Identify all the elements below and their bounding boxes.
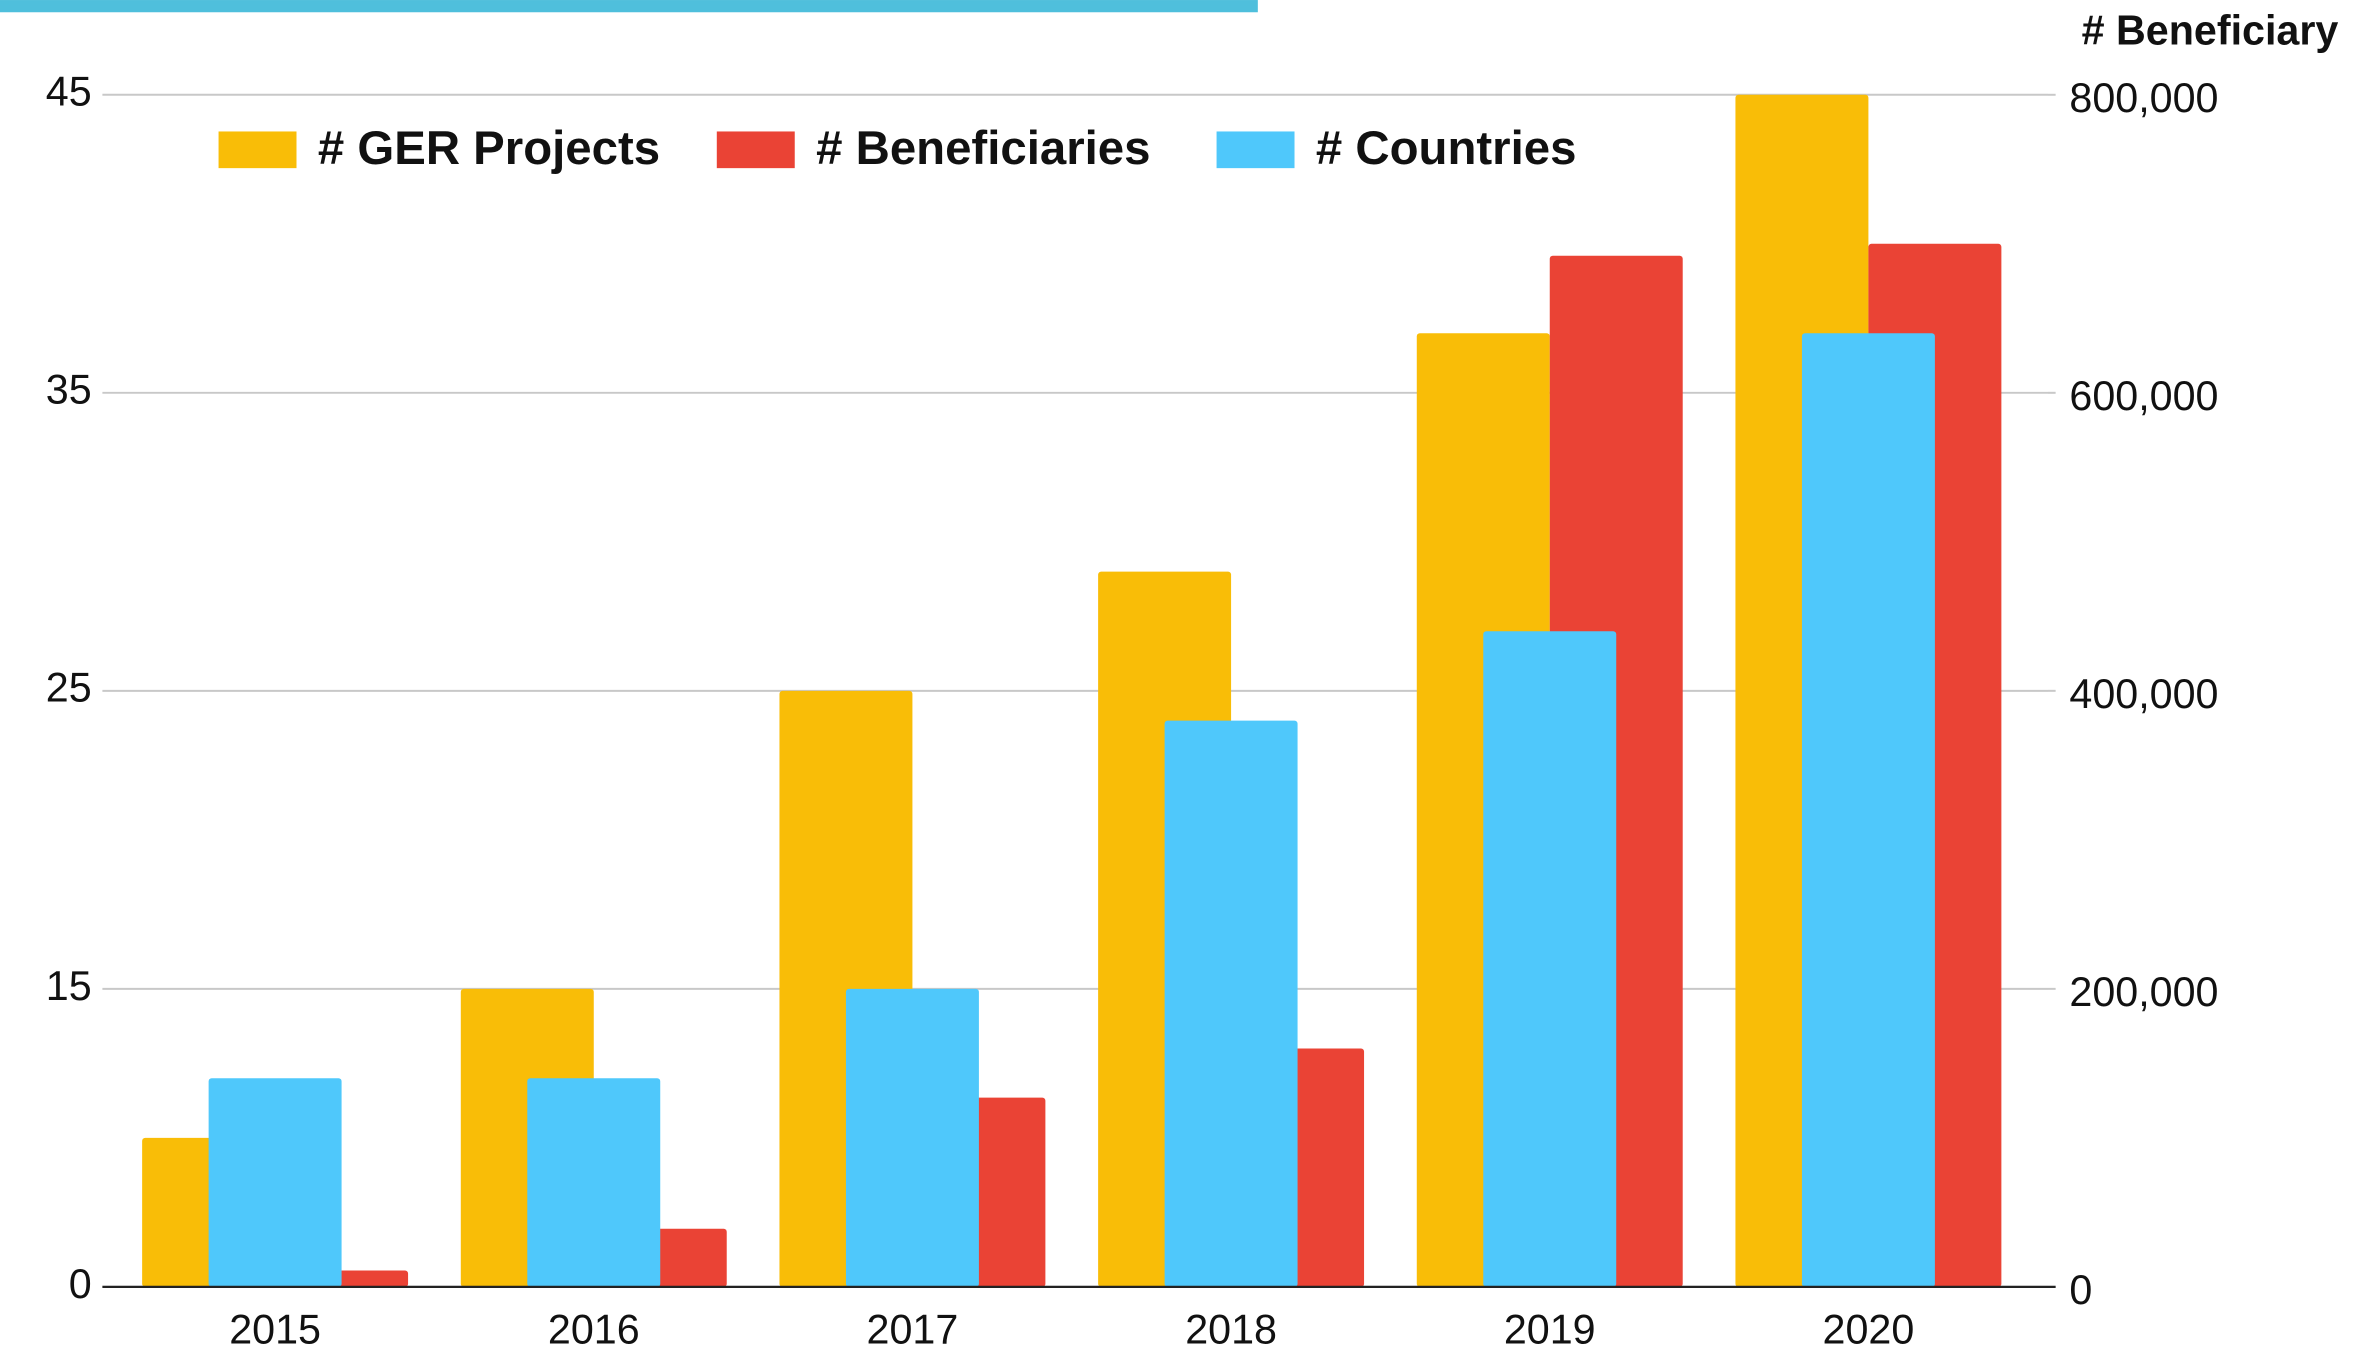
bar [208,1078,342,1287]
legend-text: # Beneficiaries [816,122,1150,175]
bar [845,988,979,1287]
bar [1801,333,1935,1287]
y-tick-label: 25 [46,665,92,711]
legend-swatch [218,131,297,169]
y-tick-label: 0 [69,1261,92,1307]
x-tick-label: 2019 [1504,1307,1596,1345]
bar [527,1078,661,1287]
legend-text: # Countries [1316,122,1577,175]
legend-swatch [1216,131,1295,169]
legend-swatch [716,131,795,169]
y2-tick-label: 600,000 [2069,373,2218,419]
y-tick-label: 35 [46,367,92,413]
x-tick-label: 2020 [1823,1307,1915,1345]
header-bar [0,0,1258,13]
legend-text: # GER Projects [318,122,660,175]
bar [1483,631,1617,1287]
x-tick-label: 2015 [229,1307,321,1345]
x-tick-label: 2018 [1185,1307,1277,1345]
y2-tick-label: 200,000 [2069,969,2218,1015]
y2-tick-label: 400,000 [2069,671,2218,717]
y-tick-label: 15 [46,963,92,1009]
x-tick-label: 2017 [867,1307,959,1345]
y-tick-label: 45 [46,69,92,115]
bar [1164,720,1298,1287]
x-tick-label: 2016 [548,1307,640,1345]
y2-tick-label: 0 [2069,1267,2092,1313]
y2-axis-title: # Beneficiary [2082,8,2339,54]
y2-tick-label: 800,000 [2069,75,2218,121]
